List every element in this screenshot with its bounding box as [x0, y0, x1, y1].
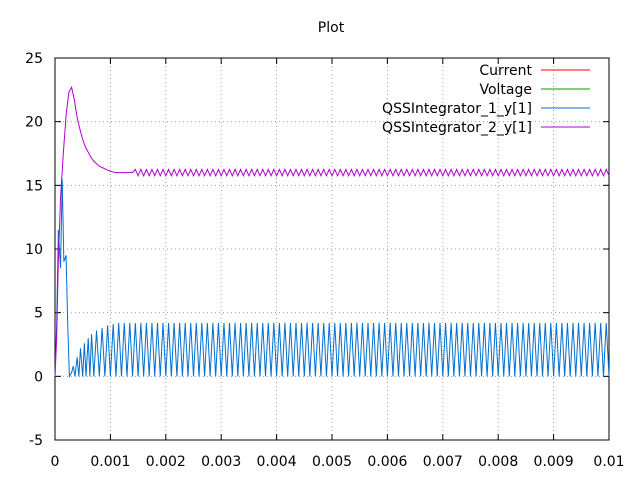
y-tick-label: 20: [25, 115, 43, 131]
x-tick-label: 0: [51, 454, 60, 470]
x-tick-label: 0.007: [423, 454, 463, 470]
y-tick-label: -5: [29, 433, 43, 449]
legend-label: Current: [479, 63, 532, 79]
x-tick-label: 0.001: [90, 454, 130, 470]
y-tick-label: 0: [34, 369, 43, 385]
x-tick-label: 0.006: [367, 454, 407, 470]
x-tick-label: 0.002: [146, 454, 186, 470]
legend: Current Voltage QSSIntegrator_1_y[1] QSSInt…: [382, 63, 590, 136]
chart-title: Plot: [318, 20, 345, 36]
y-tick-label: 5: [34, 306, 43, 322]
x-tick-label: 0.005: [312, 454, 352, 470]
series-line-3: [54, 85, 610, 377]
series-layer: [54, 85, 610, 379]
x-tick-label: 0.004: [257, 454, 297, 470]
legend-label: QSSIntegrator_1_y[1]: [382, 101, 532, 117]
axes: 0 0.001 0.002 0.003 0.004 0.005 0.006 0.007 0.00…: [25, 51, 624, 470]
y-tick-label: 10: [25, 242, 43, 258]
x-tick-label: 0.01: [593, 454, 624, 470]
plot-frame: [54, 57, 610, 441]
x-tick-label: 0.009: [534, 454, 574, 470]
x-tick-label: 0.008: [478, 454, 518, 470]
y-tick-label: 25: [25, 51, 43, 67]
legend-label: QSSIntegrator_2_y[1]: [382, 120, 532, 136]
series-line-2: [54, 178, 610, 379]
x-tick-label: 0.003: [201, 454, 241, 470]
legend-label: Voltage: [479, 82, 532, 98]
y-tick-label: 15: [25, 178, 43, 194]
